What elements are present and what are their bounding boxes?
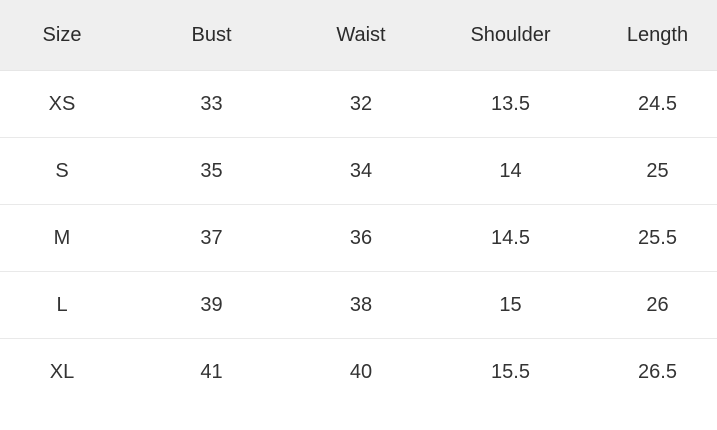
shoulder-cell: 15.5 [491, 360, 530, 383]
bust-cell: 33 [200, 92, 223, 115]
column-header-bust: Bust [124, 0, 299, 71]
shoulder-cell: 13.5 [491, 92, 530, 115]
shoulder-cell: 15 [499, 293, 522, 316]
length-cell: 25.5 [638, 226, 677, 249]
bust-cell: 39 [200, 293, 223, 316]
waist-cell: 40 [349, 360, 373, 383]
waist-cell: 36 [349, 226, 373, 249]
size-cell: L [56, 293, 68, 316]
length-cell: 26 [646, 293, 669, 316]
table-row-s: S 35 34 14 25 [0, 138, 717, 205]
bust-cell: 41 [200, 360, 223, 383]
table-row-xl: XL 41 40 15.5 26.5 [0, 339, 717, 406]
column-header-size: Size [0, 0, 124, 71]
table-row-m: M 37 36 14.5 25.5 [0, 205, 717, 272]
waist-cell: 38 [349, 293, 373, 316]
size-cell: S [55, 159, 69, 182]
table-row-l: L 39 38 15 26 [0, 272, 717, 339]
length-cell: 24.5 [638, 92, 677, 115]
column-header-waist: Waist [299, 0, 423, 71]
column-header-shoulder: Shoulder [423, 0, 598, 71]
shoulder-cell: 14 [499, 159, 522, 182]
size-chart-table: Size Bust Waist Shoulder Length XS 33 32… [0, 0, 717, 406]
header-row: Size Bust Waist Shoulder Length [0, 0, 717, 71]
length-cell: 25 [646, 159, 669, 182]
waist-cell: 32 [349, 92, 373, 115]
size-cell: XL [49, 360, 75, 383]
size-cell: M [53, 226, 71, 249]
column-header-length: Length [598, 0, 717, 71]
table-row-xs: XS 33 32 13.5 24.5 [0, 71, 717, 138]
size-cell: XS [48, 92, 76, 115]
bust-cell: 37 [200, 226, 223, 249]
length-cell: 26.5 [638, 360, 677, 383]
shoulder-cell: 14.5 [491, 226, 530, 249]
waist-cell: 34 [349, 159, 373, 182]
bust-cell: 35 [200, 159, 223, 182]
